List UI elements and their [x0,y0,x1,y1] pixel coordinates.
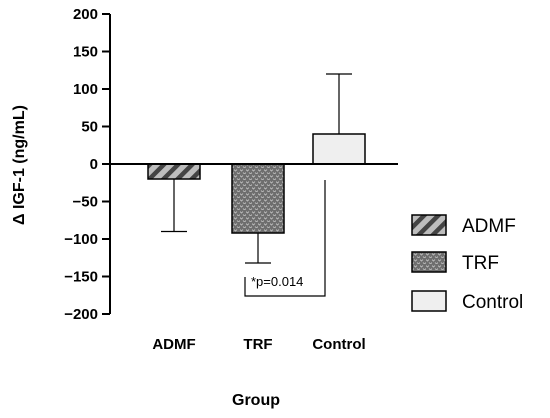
legend: ADMF TRF Control [411,214,523,313]
y-tick-label: −150 [64,269,98,286]
y-tick-label: 150 [73,44,98,61]
bars [147,73,366,264]
y-tick-label: 50 [81,119,98,136]
y-tick-label: −100 [64,231,98,248]
significance-bracket [244,180,326,297]
y-axis-title: Δ IGF-1 (ng/mL) [11,105,28,225]
legend-label-control: Control [462,292,523,313]
x-tick-label: ADMF [152,336,195,353]
legend-label-admf: ADMF [462,216,516,237]
bar-trf [231,163,285,234]
bar-admf [147,163,201,180]
x-tick-label: TRF [243,336,272,353]
y-tick-label: −200 [64,306,98,323]
y-tick-label: 200 [73,6,98,23]
x-tick-label: Control [312,336,365,353]
legend-swatch-admf [411,214,447,236]
legend-swatch-control [411,290,447,312]
y-axis: 200 150 100 50 0 −50 −100 −150 −200 [64,6,111,323]
significance-annotation: *p=0.014 [244,180,326,297]
y-tick-label: 0 [90,156,98,173]
bar-control [312,133,366,165]
x-axis-title: Group [232,392,280,409]
y-tick-label: −50 [73,194,98,211]
legend-label-trf: TRF [462,253,499,274]
y-tick-label: 100 [73,81,98,98]
legend-swatch-trf [411,251,447,273]
x-axis: ADMF TRF Control [110,163,398,353]
significance-label: *p=0.014 [251,274,303,289]
